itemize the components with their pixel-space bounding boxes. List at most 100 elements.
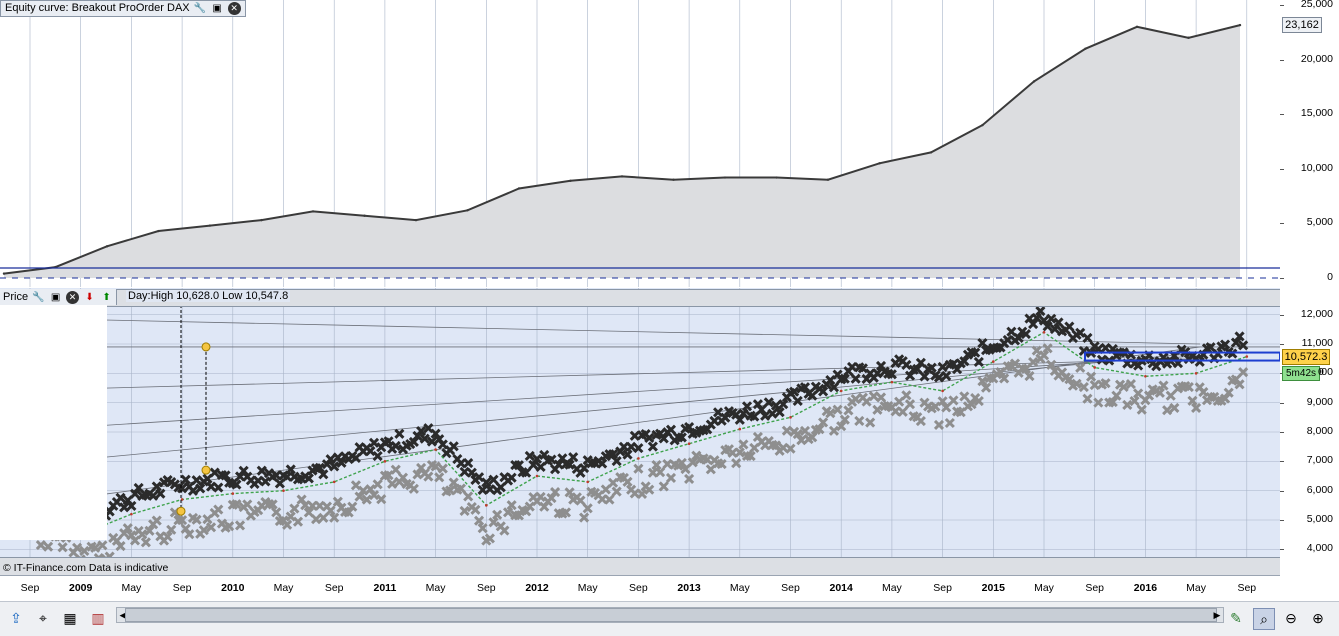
buy-marker bbox=[944, 417, 955, 429]
buy-marker bbox=[90, 542, 101, 553]
sell-marker bbox=[1234, 331, 1245, 342]
indicator-icon[interactable]: ▥ bbox=[91, 609, 105, 626]
buy-marker bbox=[850, 393, 861, 405]
sell-marker bbox=[886, 369, 897, 380]
sell-marker bbox=[720, 412, 731, 423]
sell-marker bbox=[115, 492, 126, 503]
price-tick-label: 4,000 bbox=[1306, 542, 1333, 555]
sell-marker bbox=[191, 475, 202, 486]
buy-marker bbox=[1028, 356, 1039, 368]
equity-point bbox=[620, 175, 624, 178]
sell-marker bbox=[481, 477, 492, 488]
sell-marker bbox=[658, 433, 669, 444]
sell-marker bbox=[1013, 332, 1024, 343]
wrench-icon[interactable]: 🔧 bbox=[32, 291, 45, 303]
buy-marker bbox=[162, 531, 173, 542]
scroll-left-button[interactable]: ◀ bbox=[119, 609, 127, 620]
close-icon[interactable]: ✕ bbox=[66, 290, 80, 304]
buy-marker bbox=[502, 507, 514, 518]
sell-marker bbox=[318, 469, 329, 480]
buy-marker bbox=[796, 435, 807, 446]
zoom-select-icon[interactable]: ⌕ bbox=[1253, 608, 1275, 630]
zoom-out-icon[interactable]: ⊖ bbox=[1285, 609, 1297, 626]
equity-point bbox=[105, 245, 109, 248]
sell-arrow-icon[interactable]: ⬇ bbox=[85, 291, 94, 303]
buy-marker bbox=[854, 415, 865, 427]
order-marker bbox=[176, 506, 186, 516]
time-label-year: 2009 bbox=[69, 582, 93, 594]
window-icon[interactable]: ▣ bbox=[212, 3, 222, 14]
buy-marker bbox=[535, 491, 546, 503]
price-timer-tail: 0 bbox=[1318, 366, 1324, 378]
buy-marker bbox=[1125, 379, 1136, 390]
buy-marker bbox=[1220, 393, 1231, 404]
sell-marker bbox=[1053, 317, 1064, 328]
sell-marker bbox=[325, 454, 336, 465]
sell-marker bbox=[484, 484, 495, 495]
price-point bbox=[890, 380, 894, 384]
time-label-month: May bbox=[273, 582, 294, 594]
horizontal-scrollbar[interactable]: ◀ ▶ bbox=[116, 607, 1224, 623]
equity-panel-header: Equity curve: Breakout ProOrder DAX 🔧 ▣ … bbox=[0, 0, 246, 17]
scroll-right-button[interactable]: ▶ bbox=[1213, 609, 1221, 620]
price-chart-panel[interactable] bbox=[0, 288, 1280, 575]
price-point bbox=[1093, 366, 1096, 369]
cursor-tool-icon[interactable]: ⌖ bbox=[39, 609, 47, 626]
buy-marker bbox=[1198, 387, 1209, 398]
sell-marker bbox=[778, 399, 789, 410]
buy-arrow-icon[interactable]: ⬆ bbox=[102, 291, 111, 303]
sell-marker bbox=[647, 441, 658, 452]
price-point bbox=[789, 416, 792, 419]
sell-marker bbox=[119, 502, 130, 513]
time-label-month: May bbox=[1186, 582, 1207, 594]
buy-marker bbox=[843, 405, 854, 416]
sell-marker bbox=[644, 432, 655, 443]
sell-marker bbox=[155, 488, 166, 499]
buy-marker bbox=[684, 473, 695, 484]
buy-marker bbox=[828, 425, 840, 436]
buy-marker bbox=[579, 512, 590, 523]
close-icon[interactable]: ✕ bbox=[227, 2, 241, 15]
sell-marker bbox=[524, 450, 535, 461]
sell-marker bbox=[133, 482, 144, 493]
buy-marker bbox=[785, 443, 796, 454]
equity-point bbox=[929, 151, 933, 154]
buy-marker bbox=[289, 503, 300, 514]
wrench-icon[interactable]: 🔧 bbox=[193, 3, 207, 14]
buy-marker bbox=[1154, 387, 1165, 398]
buy-marker bbox=[459, 505, 470, 517]
sell-marker bbox=[463, 458, 474, 469]
price-tick-mark bbox=[1280, 314, 1284, 316]
export-icon[interactable]: ⇪ bbox=[10, 609, 22, 626]
equity-curve-panel[interactable] bbox=[0, 0, 1281, 287]
buy-marker bbox=[716, 459, 727, 470]
sell-marker bbox=[1046, 313, 1057, 324]
time-label-month: May bbox=[881, 582, 902, 594]
buy-marker bbox=[292, 516, 304, 527]
sell-marker bbox=[390, 440, 401, 452]
sell-marker bbox=[622, 449, 633, 460]
window-icon[interactable]: ▣ bbox=[50, 291, 61, 303]
buy-marker bbox=[687, 457, 698, 468]
buy-marker bbox=[79, 545, 90, 556]
sell-marker bbox=[959, 356, 970, 367]
buy-marker bbox=[358, 485, 369, 496]
equity-tick-mark bbox=[1280, 168, 1284, 170]
buy-marker bbox=[1093, 397, 1104, 408]
buy-marker bbox=[234, 520, 246, 531]
zoom-in-icon[interactable]: ⊕ bbox=[1312, 609, 1324, 626]
sell-marker bbox=[734, 414, 745, 425]
scroll-thumb[interactable] bbox=[125, 608, 1217, 622]
equity-point bbox=[208, 224, 212, 227]
sell-marker bbox=[231, 479, 242, 490]
sell-marker bbox=[741, 401, 753, 412]
calculator-icon[interactable]: ▦ bbox=[63, 609, 77, 626]
buy-marker bbox=[897, 406, 908, 417]
buy-marker bbox=[1162, 405, 1173, 416]
buy-marker bbox=[636, 488, 648, 499]
buy-marker bbox=[1075, 362, 1086, 373]
sell-marker bbox=[148, 490, 159, 501]
drawing-tool-icon[interactable]: ✎ bbox=[1230, 609, 1242, 626]
equity-point bbox=[1032, 80, 1036, 83]
buy-marker bbox=[303, 507, 314, 518]
